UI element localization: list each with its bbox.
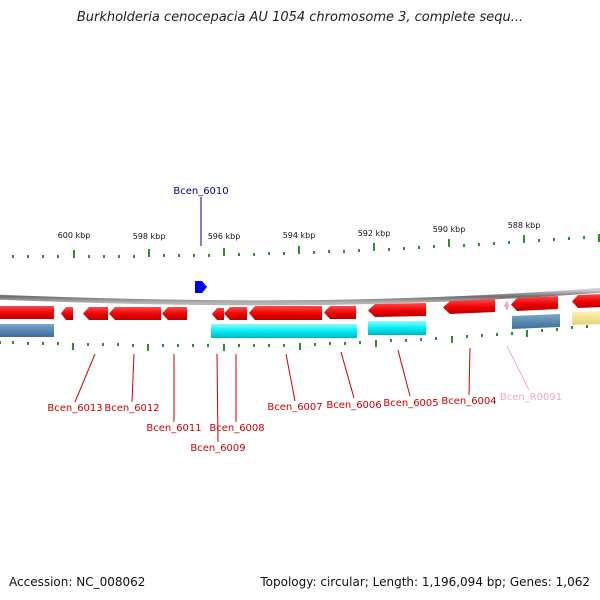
gene-arrow (443, 299, 495, 314)
lower-scale-ticks (0, 325, 588, 351)
gene-arrow (511, 296, 558, 311)
feature-block (0, 324, 54, 337)
feature-block (211, 324, 357, 338)
gene-label-leaders (74, 345, 530, 443)
gene-arrow (83, 307, 108, 320)
scale-label-592kbp: 592 kbp (358, 229, 391, 238)
gene-arrow (212, 308, 224, 320)
gene-labels[interactable]: Bcen_6013 Bcen_6012 Bcen_6011 Bcen_6008 … (47, 392, 562, 454)
feature-block (368, 321, 426, 335)
gene-label-bcen-6010[interactable]: Bcen_6010 (173, 186, 228, 197)
gene-arrow-bcen-6010[interactable] (195, 281, 207, 293)
feature-block (512, 314, 560, 329)
gene-label-bcen-6006: Bcen_6006 (326, 400, 381, 411)
feature-track[interactable] (0, 311, 600, 338)
scale-label-588kbp: 588 kbp (508, 221, 541, 230)
gene-arrow (162, 307, 187, 320)
gene-arrow (572, 294, 600, 308)
upper-scale-ticks (12, 234, 600, 258)
gene-label-bcen-6004: Bcen_6004 (441, 396, 496, 407)
gene-arrow (324, 306, 356, 319)
scale-label-594kbp: 594 kbp (283, 231, 316, 240)
scale-label-600kbp: 600 kbp (58, 231, 91, 240)
scale-labels: 600 kbp 598 kbp 596 kbp 594 kbp 592 kbp … (58, 221, 541, 241)
gene-label-bcen-6005: Bcen_6005 (383, 398, 438, 409)
genome-backbone (0, 287, 600, 306)
gene-label-bcen-6008: Bcen_6008 (209, 423, 264, 434)
gene-label-bcen-6013: Bcen_6013 (47, 403, 102, 414)
gene-arrow (61, 307, 73, 320)
genome-title: Burkholderia cenocepacia AU 1054 chromos… (76, 10, 524, 25)
gene-label-bcen-r0091: Bcen_R0091 (500, 392, 562, 403)
feature-block (572, 311, 600, 325)
gene-label-bcen-6007: Bcen_6007 (267, 402, 322, 413)
gene-arrow (224, 307, 247, 320)
topology-text: Topology: circular; Length: 1,196,094 bp… (260, 575, 590, 589)
gene-arrow (504, 300, 509, 311)
scale-label-598kbp: 598 kbp (133, 232, 166, 241)
accession-text: Accession: NC_008062 (9, 575, 146, 589)
gene-arrow (109, 307, 161, 320)
gene-label-bcen-6012: Bcen_6012 (104, 403, 159, 414)
gene-label-bcen-6011: Bcen_6011 (146, 423, 201, 434)
gene-arrow (0, 306, 54, 319)
gene-label-bcen-6009: Bcen_6009 (190, 443, 245, 454)
gene-arrow (249, 306, 322, 320)
gene-arrow (368, 303, 426, 317)
scale-label-596kbp: 596 kbp (208, 232, 241, 241)
scale-label-590kbp: 590 kbp (433, 225, 466, 234)
reverse-strand-genes[interactable] (0, 294, 600, 320)
